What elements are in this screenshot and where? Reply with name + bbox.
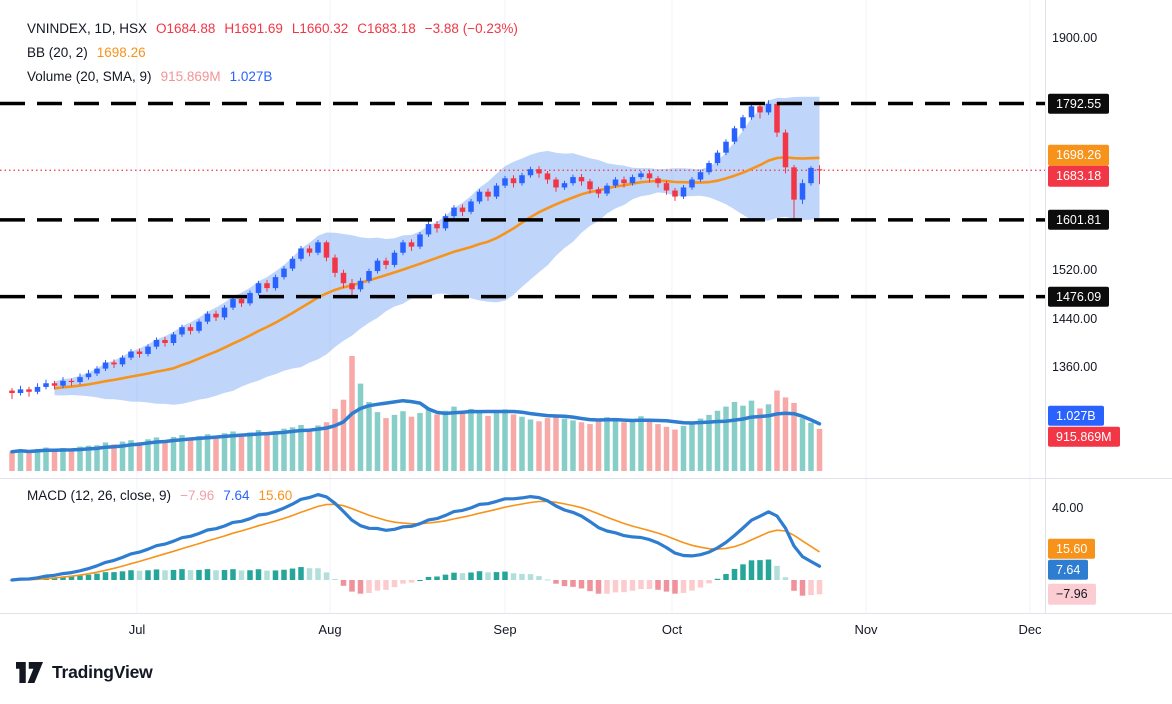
ohlc-low: L1660.32 [291,21,349,36]
main-legend: VNINDEX, 1D, HSX O1684.88 H1691.69 L1660… [27,21,518,84]
macd-signal-value: 15.60 [258,488,293,503]
volume-label: Volume (20, SMA, 9) [27,69,152,84]
macd-axis-badge: −7.96 [1048,584,1096,605]
price-axis-badge: 1476.09 [1048,286,1110,307]
time-axis-label-aug: Aug [318,622,342,637]
macd-legend-row[interactable]: MACD (12, 26, close, 9) −7.96 7.64 15.60 [27,488,292,503]
tradingview-wordmark: TradingView [52,662,153,682]
ohlc-high: H1691.69 [224,21,283,36]
macd-line-value: 7.64 [223,488,250,503]
macd-hist-value: −7.96 [180,488,215,503]
volume-ma-value: 1.027B [229,69,273,84]
macd-axis-badge: 15.60 [1048,538,1096,559]
price-axis-badge: 1698.26 [1048,144,1110,166]
price-axis-label: 1900.00 [1052,31,1098,45]
tradingview-logo[interactable]: TradingView [16,660,153,685]
volume-axis-badge: 915.869M [1048,426,1120,448]
macd-axis-label: 40.00 [1052,501,1084,515]
time-axis[interactable] [0,613,1172,648]
macd-label: MACD (12, 26, close, 9) [27,488,172,503]
volume-legend-row[interactable]: Volume (20, SMA, 9) 915.869M 1.027B [27,69,518,84]
ohlc-open: O1684.88 [156,21,216,36]
symbol-legend-row[interactable]: VNINDEX, 1D, HSX O1684.88 H1691.69 L1660… [27,21,518,36]
time-axis-label-oct: Oct [661,622,683,637]
tradingview-mark-icon [16,662,43,683]
macd-legend: MACD (12, 26, close, 9) −7.96 7.64 15.60 [27,488,292,503]
ohlc-close: C1683.18 [357,21,416,36]
price-axis-badge: 1792.55 [1048,93,1110,114]
price-axis-label: 1440.00 [1052,311,1098,326]
price-axis-badge: 1683.18 [1048,165,1110,187]
price-axis-badge: 1601.81 [1048,209,1110,231]
macd-axis-badge: 7.64 [1048,559,1089,580]
volume-value: 915.869M [160,69,221,84]
time-axis-label-jul: Jul [128,622,146,637]
volume-axis-badge: 1.027B [1048,405,1104,427]
price-axis-label: 1360.00 [1052,360,1098,375]
time-axis-label-sep: Sep [493,622,517,637]
time-axis-label-nov: Nov [854,622,878,637]
bb-label: BB (20, 2) [27,45,88,60]
price-axis-label: 1520.00 [1052,262,1098,277]
ohlc-change: −3.88 (−0.23%) [424,21,518,36]
bb-value: 1698.26 [96,45,146,60]
time-axis-label-dec: Dec [1018,622,1042,637]
symbol-title[interactable]: VNINDEX, 1D, HSX [27,21,148,36]
bb-legend-row[interactable]: BB (20, 2) 1698.26 [27,45,518,60]
